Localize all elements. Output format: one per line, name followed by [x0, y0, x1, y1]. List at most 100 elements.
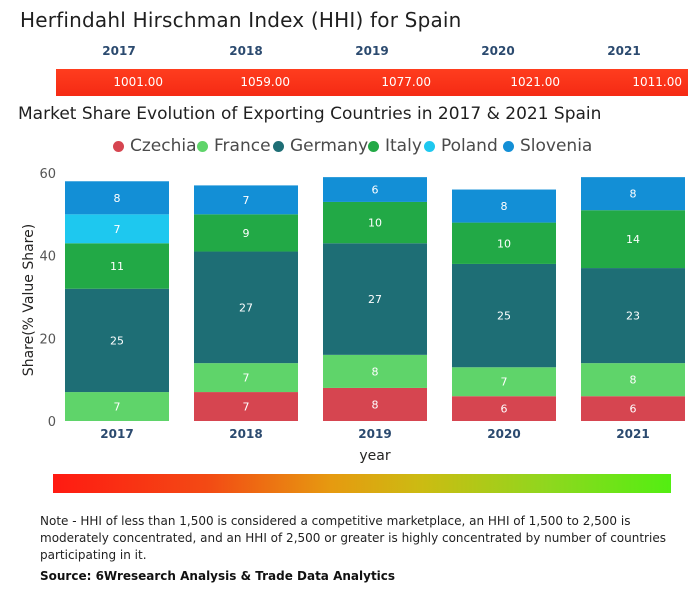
y-axis: 0 20 40 60: [39, 167, 56, 430]
data-label: 8: [114, 192, 121, 205]
bar-segment-italy[interactable]: [452, 222, 556, 264]
bar-segment-slovenia[interactable]: [452, 189, 556, 223]
data-label: 6: [372, 184, 379, 197]
legend-item-czechia[interactable]: Czechia: [113, 136, 197, 156]
x-tick-label: 2017: [100, 427, 133, 441]
legend-label: Italy: [385, 136, 422, 156]
hhi-value: 1001.00: [113, 75, 163, 89]
x-axis: 2017 2018 2019 2020 2021: [100, 427, 649, 441]
bar-segment-france[interactable]: [323, 354, 427, 388]
data-label: 6: [630, 403, 637, 416]
hhi-value: 1011.00: [632, 75, 682, 89]
hhi-value: 1021.00: [510, 75, 560, 89]
legend-label: France: [214, 136, 271, 156]
hhi-value: 1059.00: [240, 75, 290, 89]
legend-label: Slovenia: [520, 136, 593, 156]
x-tick-label: 2021: [616, 427, 649, 441]
data-label: 23: [626, 310, 640, 323]
hhi-year: 2017: [102, 44, 136, 58]
legend-item-poland[interactable]: Poland: [424, 136, 498, 156]
bar-segment-germany[interactable]: [323, 243, 427, 355]
bar-segment-france[interactable]: [65, 392, 169, 421]
bar-segment-slovenia[interactable]: [194, 185, 298, 215]
bar-stack-2019: 8 8 27 10 6: [323, 177, 427, 421]
hhi-value: 1077.00: [381, 75, 431, 89]
legend-swatch: [368, 140, 379, 152]
bar-stack-2018: 7 7 27 9 7: [194, 185, 298, 421]
legend-swatch: [197, 140, 208, 152]
legend-swatch: [424, 140, 435, 152]
y-axis-title: Share(% Value Share): [21, 224, 37, 376]
x-tick-label: 2020: [487, 427, 520, 441]
bar-segment-czechia[interactable]: [452, 396, 556, 421]
bar-segment-slovenia[interactable]: [581, 177, 685, 211]
hhi-year: 2018: [229, 44, 263, 58]
bar-segment-czechia[interactable]: [323, 387, 427, 421]
data-label: 10: [368, 217, 382, 230]
hhi-year: 2019: [355, 44, 389, 58]
hhi-value-bar: 1001.00 1059.00 1077.00 1021.00 1011.00: [56, 69, 688, 96]
data-label: 7: [114, 401, 121, 414]
bar-segment-slovenia[interactable]: [65, 181, 169, 215]
bar-segment-poland[interactable]: [65, 214, 169, 244]
data-label: 27: [368, 293, 382, 306]
data-label: 7: [243, 194, 250, 207]
legend-label: Germany: [290, 136, 369, 156]
legend-label: Poland: [441, 136, 498, 156]
legend-item-slovenia[interactable]: Slovenia: [503, 136, 592, 156]
bar-segment-france[interactable]: [452, 367, 556, 397]
chart-legend: Czechia France Germany Italy Poland Slov…: [0, 136, 698, 160]
legend-swatch: [503, 140, 514, 152]
bar-segment-czechia[interactable]: [581, 396, 685, 421]
bar-segment-germany[interactable]: [452, 263, 556, 368]
data-label: 25: [110, 334, 124, 347]
bar-segment-germany[interactable]: [581, 268, 685, 364]
legend-label: Czechia: [130, 136, 197, 156]
legend-item-germany[interactable]: Germany: [273, 136, 368, 156]
data-label: 8: [501, 200, 508, 213]
chart-title: Market Share Evolution of Exporting Coun…: [18, 104, 602, 124]
data-label: 9: [243, 227, 250, 240]
legend-item-italy[interactable]: Italy: [368, 136, 422, 156]
bar-stack-2020: 6 7 25 10 8: [452, 189, 556, 421]
data-label: 7: [243, 401, 250, 414]
data-label: 25: [497, 310, 511, 323]
bar-segment-italy[interactable]: [323, 201, 427, 244]
bar-segment-italy[interactable]: [194, 214, 298, 252]
hhi-year: 2020: [481, 44, 515, 58]
data-label: 8: [372, 365, 379, 378]
note-text: Note - HHI of less than 1,500 is conside…: [40, 514, 666, 562]
x-axis-title: year: [359, 448, 390, 464]
legend-item-france[interactable]: France: [197, 136, 271, 156]
legend-swatch: [273, 140, 284, 152]
y-tick-label: 0: [48, 415, 56, 430]
data-label: 8: [630, 188, 637, 201]
bar-segment-italy[interactable]: [65, 243, 169, 289]
bar-segment-france[interactable]: [581, 363, 685, 397]
y-tick-label: 20: [39, 332, 56, 347]
bar-stack-2021: 6 8 23 14 8: [581, 177, 685, 421]
x-tick-label: 2018: [229, 427, 262, 441]
bar-segment-france[interactable]: [194, 363, 298, 393]
data-label: 14: [626, 233, 640, 246]
data-label: 6: [501, 403, 508, 416]
data-label: 10: [497, 237, 511, 250]
hhi-year: 2021: [607, 44, 641, 58]
bar-segment-italy[interactable]: [581, 210, 685, 269]
data-label: 7: [501, 376, 508, 389]
bar-segment-germany[interactable]: [194, 251, 298, 364]
bar-segment-slovenia[interactable]: [323, 177, 427, 202]
data-label: 8: [630, 374, 637, 387]
bar-segment-germany[interactable]: [65, 288, 169, 393]
bars: 7 25 11 7 8 7 7 27 9 7 8 8 27 10 6 6 7 25 10 8 6 8 23 14 8: [65, 177, 685, 421]
x-tick-label: 2019: [358, 427, 391, 441]
hhi-title: Herfindahl Hirschman Index (HHI) for Spa…: [20, 8, 462, 32]
data-label: 11: [110, 260, 124, 273]
data-label: 8: [372, 398, 379, 411]
data-label: 7: [243, 372, 250, 385]
bar-stack-2017: 7 25 11 7 8: [65, 181, 169, 421]
bar-segment-czechia[interactable]: [194, 392, 298, 421]
legend-swatch: [113, 140, 124, 152]
y-tick-label: 40: [39, 250, 56, 265]
